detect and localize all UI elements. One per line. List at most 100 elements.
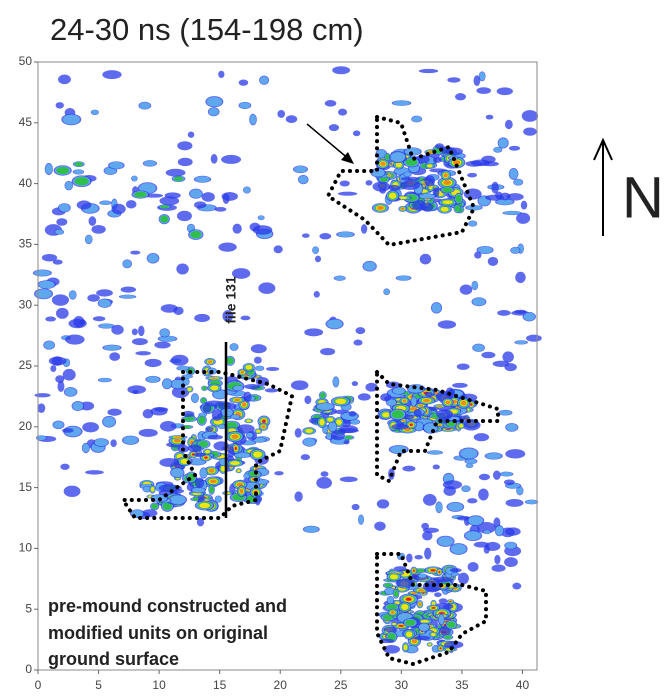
amplitude-blob	[505, 449, 525, 458]
amplitude-blob	[134, 192, 147, 198]
amplitude-blob	[111, 204, 125, 215]
amplitude-blob	[56, 218, 67, 226]
note-line: modified units on original	[48, 623, 268, 643]
amplitude-blob	[188, 444, 202, 452]
amplitude-blob	[103, 417, 115, 427]
amplitude-blob	[63, 369, 76, 381]
amplitude-blob	[204, 457, 207, 459]
amplitude-blob	[85, 470, 104, 475]
amplitude-blob	[353, 340, 362, 346]
amplitude-blob	[434, 592, 442, 597]
amplitude-blob	[266, 367, 279, 371]
amplitude-blob	[102, 70, 121, 79]
amplitude-blob	[486, 115, 494, 120]
amplitude-blob	[65, 335, 85, 345]
x-tick-label: 20	[274, 678, 288, 692]
amplitude-blob	[397, 276, 410, 281]
amplitude-blob	[154, 342, 170, 349]
amplitude-blob	[87, 294, 100, 302]
amplitude-blob	[494, 555, 500, 564]
amplitude-blob	[215, 496, 221, 502]
amplitude-blob	[511, 247, 520, 253]
amplitude-blob	[479, 474, 490, 480]
amplitude-blob	[505, 120, 513, 129]
amplitude-blob	[394, 566, 407, 571]
amplitude-blob	[177, 141, 192, 150]
amplitude-blob	[521, 201, 527, 210]
amplitude-blob	[200, 468, 207, 477]
amplitude-blob	[56, 167, 69, 174]
amplitude-blob	[492, 565, 506, 572]
amplitude-blob	[421, 202, 433, 211]
amplitude-blob	[206, 427, 214, 432]
y-tick-label: 40	[19, 176, 33, 190]
y-tick-label: 15	[19, 480, 33, 494]
amplitude-blob	[254, 357, 262, 364]
amplitude-blob	[145, 359, 162, 367]
amplitude-blob	[109, 352, 120, 361]
amplitude-blob	[234, 399, 240, 402]
amplitude-blob	[65, 182, 72, 190]
amplitude-blob	[391, 424, 408, 430]
amplitude-blob	[294, 491, 302, 501]
amplitude-blob	[394, 590, 399, 597]
amplitude-blob	[34, 270, 50, 276]
amplitude-blob	[317, 403, 334, 410]
amplitude-blob	[437, 405, 442, 407]
amplitude-blob	[277, 110, 285, 118]
x-tick-label: 35	[455, 678, 469, 692]
amplitude-blob	[414, 555, 422, 559]
x-tick-label: 0	[35, 678, 42, 692]
amplitude-blob	[132, 329, 138, 336]
amplitude-blob	[526, 500, 537, 504]
amplitude-blob	[425, 392, 433, 397]
amplitude-blob	[110, 439, 116, 447]
amplitude-blob	[461, 401, 466, 406]
amplitude-blob	[514, 179, 522, 185]
amplitude-blob	[412, 116, 421, 122]
amplitude-blob	[75, 177, 89, 185]
amplitude-blob	[443, 180, 451, 185]
y-tick-label: 45	[19, 115, 33, 129]
amplitude-blob	[262, 425, 266, 428]
amplitude-blob	[418, 589, 425, 591]
amplitude-blob	[401, 177, 420, 181]
amplitude-blob	[499, 410, 511, 415]
amplitude-blob	[389, 193, 396, 199]
amplitude-blob	[498, 138, 507, 148]
amplitude-blob	[338, 232, 354, 237]
amplitude-blob	[209, 486, 214, 493]
amplitude-blob	[382, 412, 390, 417]
amplitude-blob	[160, 216, 168, 223]
amplitude-blob	[515, 341, 527, 345]
amplitude-blob	[210, 479, 217, 483]
amplitude-blob	[387, 596, 393, 603]
amplitude-blob	[242, 402, 247, 407]
amplitude-blob	[474, 542, 489, 548]
amplitude-blob	[177, 366, 188, 370]
amplitude-blob	[493, 470, 501, 479]
amplitude-blob	[442, 200, 452, 204]
amplitude-blob	[338, 109, 347, 116]
amplitude-blob	[199, 503, 210, 508]
amplitude-blob	[504, 363, 516, 371]
amplitude-blob	[486, 453, 501, 459]
amplitude-blob	[239, 79, 248, 85]
amplitude-blob	[438, 320, 456, 329]
amplitude-blob	[160, 329, 169, 337]
amplitude-blob	[192, 394, 199, 403]
amplitude-blob	[57, 381, 64, 392]
amplitude-blob	[433, 157, 442, 163]
amplitude-blob	[373, 182, 391, 192]
amplitude-blob	[176, 264, 188, 275]
amplitude-blob	[439, 424, 442, 426]
amplitude-blob	[178, 158, 193, 166]
amplitude-blob	[325, 100, 337, 107]
amplitude-blob	[442, 188, 452, 193]
amplitude-blob	[52, 294, 69, 305]
x-tick-label: 5	[95, 678, 102, 692]
amplitude-blob	[221, 155, 241, 164]
amplitude-blob	[291, 380, 309, 390]
amplitude-blob	[329, 422, 337, 432]
amplitude-blob	[59, 204, 70, 212]
